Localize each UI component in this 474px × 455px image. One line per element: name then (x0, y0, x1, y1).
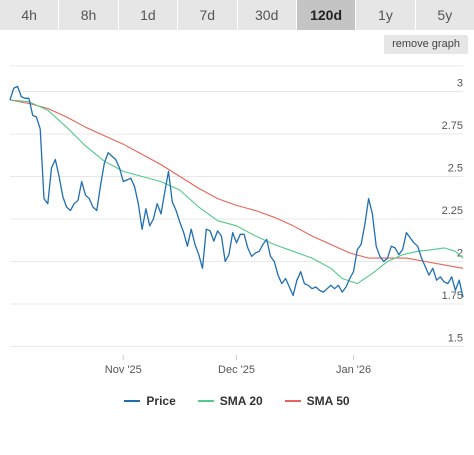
legend-swatch-price (124, 400, 141, 402)
x-tick-label: Nov '25 (105, 364, 142, 376)
legend-label-sma50: SMA 50 (306, 394, 350, 408)
x-axis-ticks: Nov '25 Dec '25 Jan '26 (105, 355, 371, 376)
legend-label-sma20: SMA 20 (219, 394, 263, 408)
chart-series (9, 85, 464, 298)
legend-item-sma50[interactable]: SMA 50 (284, 394, 350, 408)
range-tab-4h[interactable]: 4h (0, 0, 60, 30)
y-tick-label: 2.5 (448, 163, 463, 175)
range-tab-7d[interactable]: 7d (178, 0, 238, 30)
legend-swatch-sma50 (284, 400, 301, 402)
y-tick-label: 1.75 (442, 290, 463, 302)
x-tick-label: Dec '25 (218, 364, 255, 376)
legend-swatch-sma20 (197, 400, 214, 402)
y-tick-label: 2.25 (442, 205, 463, 217)
time-range-selector: 4h 8h 1d 7d 30d 120d 1y 5y (0, 0, 474, 30)
legend-label-price: Price (146, 394, 176, 408)
series-line-price (9, 85, 464, 298)
chart-gridlines (10, 65, 463, 347)
range-tab-120d[interactable]: 120d (296, 0, 357, 30)
x-tick-label: Jan '26 (336, 364, 371, 376)
y-tick-label: 1.5 (448, 333, 463, 345)
legend-item-price[interactable]: Price (124, 394, 176, 408)
legend-item-sma20[interactable]: SMA 20 (197, 394, 263, 408)
y-tick-label: 2.75 (442, 120, 463, 132)
series-line-sma20 (9, 99, 464, 285)
range-tab-30d[interactable]: 30d (237, 0, 297, 30)
range-tab-8h[interactable]: 8h (59, 0, 119, 30)
y-tick-label: 3 (457, 78, 463, 90)
range-tab-5y[interactable]: 5y (415, 0, 474, 30)
range-tab-1y[interactable]: 1y (356, 0, 416, 30)
y-tick-label: 2 (457, 248, 463, 260)
remove-graph-button[interactable]: remove graph (384, 35, 468, 54)
y-axis-ticks: 3 2.75 2.5 2.25 2 1.75 1.5 (442, 78, 463, 345)
range-tab-1d[interactable]: 1d (118, 0, 179, 30)
price-chart: 3 2.75 2.5 2.25 2 1.75 1.5 Nov '25 Dec '25 Jan '… (9, 65, 464, 376)
chart-legend: Price SMA 20 SMA 50 (0, 392, 474, 410)
